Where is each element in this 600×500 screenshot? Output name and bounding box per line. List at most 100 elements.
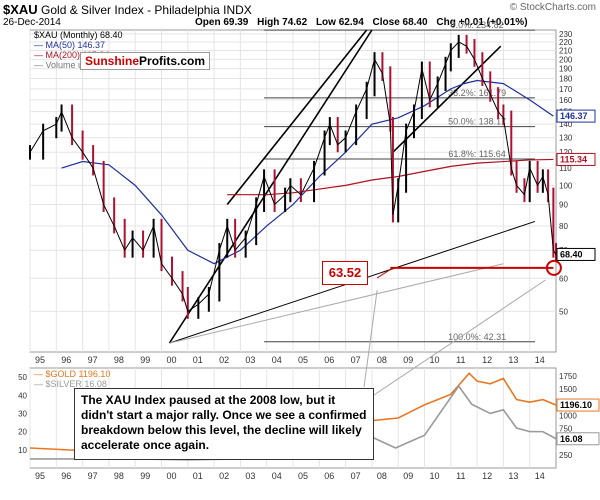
lower-value-tag-box	[556, 432, 600, 446]
value-tag-box	[556, 247, 596, 261]
lower-value-tag: 1196.10	[560, 400, 592, 410]
x-tick-label-lower: 09	[403, 471, 413, 481]
lower-value-tag-box	[556, 398, 600, 412]
support-level-label: 63.52	[322, 261, 368, 285]
lower-y-tick-left: 50	[18, 373, 27, 382]
x-tick-label-lower: 96	[61, 471, 71, 481]
y-tick-label: 110	[559, 164, 572, 173]
low-highlight-circle	[545, 259, 562, 276]
price-line	[29, 41, 557, 313]
lower-y-tick-right: 750	[559, 425, 573, 434]
fib-level-label: 0.0%: 234.82	[451, 20, 504, 30]
lower-y-tick-left: 30	[18, 409, 27, 418]
x-tick-label: 06	[324, 355, 334, 365]
index-name: Gold & Silver Index - Philadelphia INDX	[41, 3, 252, 17]
fib-level-label: 50.0%: 138.17	[448, 117, 506, 127]
y-tick-label: 190	[559, 65, 573, 74]
channel-line-upper	[226, 29, 368, 206]
y-tick-label: 100	[559, 181, 573, 190]
y-tick-label: 220	[559, 38, 573, 47]
callout-pointer	[373, 279, 546, 396]
channel-line-lower	[168, 29, 373, 344]
y-tick-label: 210	[559, 46, 573, 55]
x-tick-label-lower: 14	[535, 471, 545, 481]
value-tag: 68.40	[560, 249, 583, 259]
x-tick-label-lower: 98	[114, 471, 124, 481]
y-tick-label: 140	[559, 120, 573, 129]
fib-level-label: 38.2%: 161.79	[448, 88, 506, 98]
x-tick-label-lower: 13	[508, 471, 518, 481]
x-tick-label: 01	[193, 355, 203, 365]
open-value: Open 69.39	[195, 17, 249, 28]
x-tick-label: 96	[61, 355, 71, 365]
close-value: Close 68.40	[372, 17, 428, 28]
x-tick-label: 08	[377, 355, 387, 365]
x-tick-label: 12	[482, 355, 492, 365]
callout-pointer	[363, 289, 378, 388]
x-tick-label-lower: 01	[193, 471, 203, 481]
legend-main-entry: — MA(50) 146.37	[34, 40, 106, 50]
value-tag-box	[556, 109, 596, 123]
legend-lower: — $GOLD 1196.10— $SILVER 16.08	[34, 369, 110, 389]
x-tick-label-lower: 04	[272, 471, 282, 481]
x-tick-label: 11	[456, 355, 465, 365]
ma200-line	[227, 158, 554, 196]
lower-y-tick-left: 40	[18, 391, 27, 400]
fib-level-label: 100.0%: 42.31	[448, 332, 506, 342]
y-tick-label: 120	[559, 148, 573, 157]
lower-y-tick-right: 1000	[559, 411, 577, 420]
x-tick-label: 95	[35, 355, 45, 365]
lower-value-tag: 16.08	[560, 434, 583, 444]
y-tick-label: 60	[559, 274, 568, 283]
x-tick-label: 99	[140, 355, 150, 365]
ohlc-summary: Open 69.39 High 74.62 Low 62.94 Close 68…	[195, 17, 534, 28]
legend-lower-entry: — $SILVER 16.08	[34, 379, 107, 389]
x-tick-label-lower: 05	[298, 471, 308, 481]
x-tick-label: 10	[429, 355, 439, 365]
y-tick-label: 230	[559, 30, 573, 39]
copyright[interactable]: © StockCharts.com	[509, 2, 596, 13]
y-tick-label: 180	[559, 74, 573, 83]
y-tick-label: 160	[559, 96, 573, 105]
x-tick-label-lower: 10	[429, 471, 439, 481]
x-tick-label: 04	[272, 355, 282, 365]
x-tick-label: 09	[403, 355, 413, 365]
legend-main-entry: $XAU (Monthly) 68.40	[34, 30, 123, 40]
lower-y-tick-left: 20	[18, 428, 27, 437]
y-tick-label: 130	[559, 134, 573, 143]
x-tick-label-lower: 03	[245, 471, 255, 481]
support-trendline-light	[169, 263, 504, 344]
x-tick-label: 03	[245, 355, 255, 365]
x-tick-label-lower: 99	[140, 471, 150, 481]
ma50-line	[61, 79, 554, 265]
change-value: Chg +0.01 (+0.01%)	[436, 17, 528, 28]
x-tick-label: 97	[88, 355, 98, 365]
x-tick-label-lower: 00	[166, 471, 176, 481]
brand-logo: SunshineProfits.com	[80, 52, 211, 70]
y-tick-label: 80	[559, 222, 568, 231]
x-tick-label: 02	[219, 355, 229, 365]
brand-part-2: Profits.com	[139, 54, 206, 68]
legend-main-entry: — Volume undef	[34, 60, 101, 70]
x-tick-label-lower: 11	[456, 471, 465, 481]
lower-y-tick-right: 250	[559, 451, 573, 460]
y-tick-label: 170	[559, 85, 573, 94]
x-tick-label-lower: 07	[351, 471, 361, 481]
low-value: Low 62.94	[315, 17, 364, 28]
x-tick-label-lower: 02	[219, 471, 229, 481]
x-tick-label-lower: 95	[35, 471, 45, 481]
legend-main: $XAU (Monthly) 68.40— MA(50) 146.37— MA(…	[34, 30, 123, 70]
legend-lower-entry: — $GOLD 1196.10	[34, 369, 111, 379]
value-tag: 115.34	[560, 154, 587, 164]
x-tick-label-lower: 12	[482, 471, 492, 481]
value-tag: 146.37	[560, 111, 588, 121]
x-tick-label: 00	[166, 355, 176, 365]
symbol: $XAU	[3, 2, 38, 17]
support-pointer	[376, 267, 394, 279]
high-value: High 74.62	[257, 17, 308, 28]
lower-y-tick-right: 1750	[559, 372, 577, 381]
x-tick-label-lower: 08	[377, 471, 387, 481]
analysis-callout: The XAU Index paused at the 2008 low, bu…	[74, 388, 374, 460]
chart-date: 26-Dec-2014	[3, 17, 61, 28]
